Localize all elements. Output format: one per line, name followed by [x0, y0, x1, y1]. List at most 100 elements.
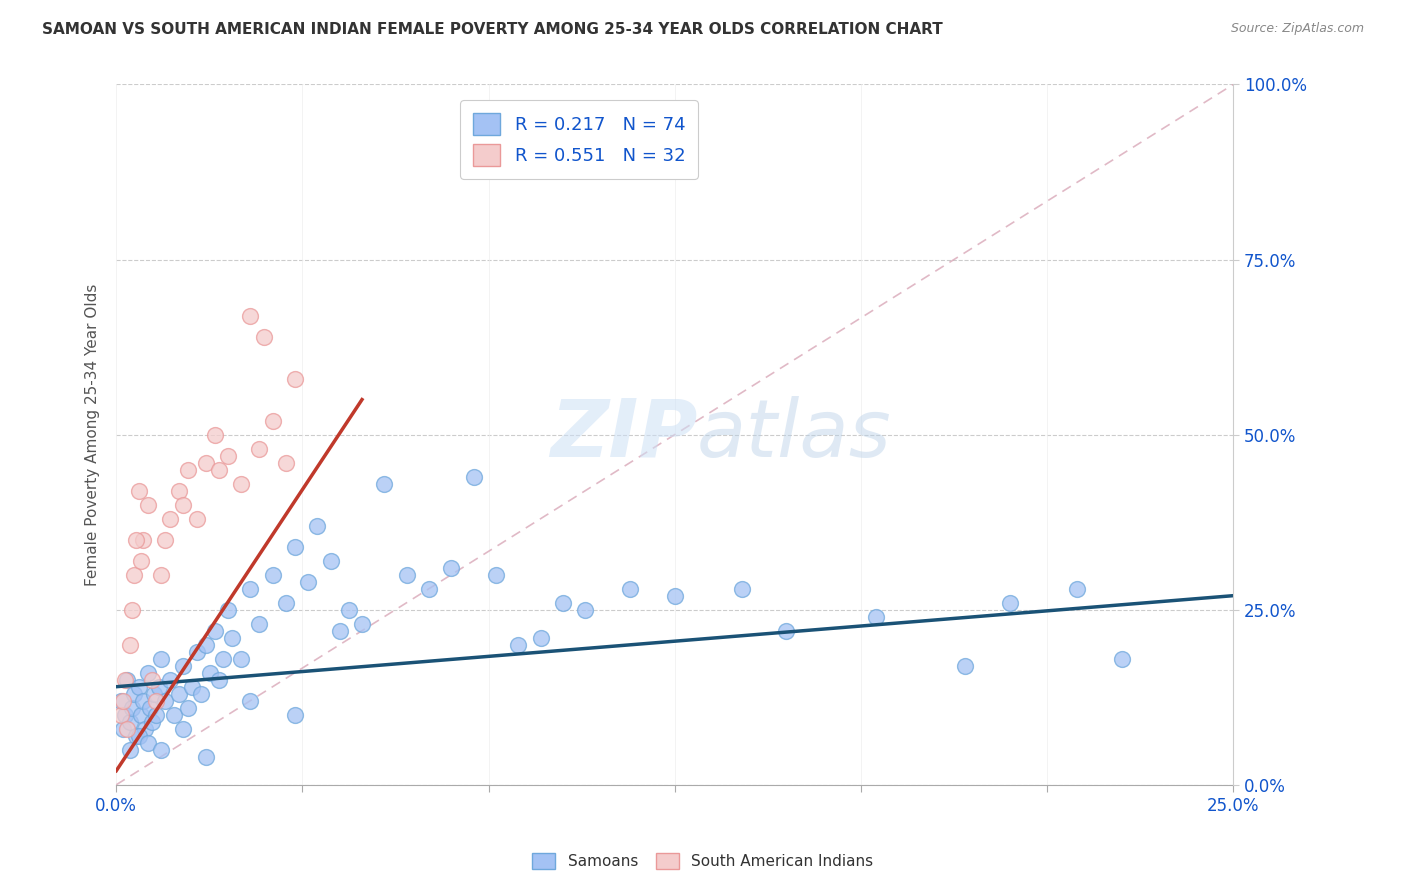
- Point: [284, 707, 307, 722]
- Point: [262, 567, 284, 582]
- Point: [551, 596, 574, 610]
- Point: [136, 736, 159, 750]
- Point: [125, 729, 148, 743]
- Point: [574, 602, 596, 616]
- Point: [239, 694, 262, 708]
- Point: [121, 602, 143, 616]
- Point: [167, 483, 190, 498]
- Point: [619, 582, 641, 596]
- Point: [463, 469, 485, 483]
- Point: [148, 680, 170, 694]
- Point: [141, 714, 163, 729]
- Point: [128, 483, 150, 498]
- Point: [329, 624, 352, 638]
- Point: [132, 694, 155, 708]
- Point: [775, 624, 797, 638]
- Point: [139, 700, 162, 714]
- Point: [998, 596, 1021, 610]
- Point: [221, 631, 243, 645]
- Point: [122, 687, 145, 701]
- Point: [110, 694, 132, 708]
- Point: [485, 567, 508, 582]
- Point: [337, 602, 360, 616]
- Point: [111, 722, 134, 736]
- Point: [530, 631, 553, 645]
- Point: [111, 694, 134, 708]
- Legend: Samoans, South American Indians: Samoans, South American Indians: [526, 847, 880, 875]
- Point: [194, 638, 217, 652]
- Point: [121, 700, 143, 714]
- Point: [159, 673, 181, 687]
- Point: [274, 456, 297, 470]
- Point: [118, 638, 141, 652]
- Point: [319, 554, 342, 568]
- Point: [167, 687, 190, 701]
- Point: [274, 596, 297, 610]
- Y-axis label: Female Poverty Among 25-34 Year Olds: Female Poverty Among 25-34 Year Olds: [86, 284, 100, 586]
- Point: [149, 743, 172, 757]
- Point: [307, 518, 329, 533]
- Point: [114, 673, 136, 687]
- Point: [155, 533, 177, 547]
- Point: [731, 582, 754, 596]
- Point: [247, 616, 270, 631]
- Point: [132, 533, 155, 547]
- Point: [145, 707, 167, 722]
- Point: [136, 498, 159, 512]
- Point: [163, 707, 186, 722]
- Point: [208, 673, 231, 687]
- Point: [953, 658, 976, 673]
- Point: [217, 449, 239, 463]
- Point: [134, 722, 156, 736]
- Point: [204, 427, 226, 442]
- Point: [110, 707, 132, 722]
- Point: [149, 651, 172, 665]
- Point: [253, 329, 276, 343]
- Point: [508, 638, 530, 652]
- Point: [231, 651, 253, 665]
- Point: [141, 673, 163, 687]
- Point: [177, 462, 200, 476]
- Point: [231, 476, 253, 491]
- Point: [186, 645, 208, 659]
- Point: [284, 371, 307, 385]
- Point: [217, 602, 239, 616]
- Point: [129, 707, 152, 722]
- Point: [247, 442, 270, 456]
- Point: [136, 665, 159, 680]
- Point: [664, 589, 686, 603]
- Point: [204, 624, 226, 638]
- Point: [149, 567, 172, 582]
- Point: [194, 456, 217, 470]
- Point: [172, 658, 194, 673]
- Point: [172, 498, 194, 512]
- Point: [129, 554, 152, 568]
- Point: [262, 414, 284, 428]
- Point: [208, 462, 231, 476]
- Point: [395, 567, 418, 582]
- Point: [128, 680, 150, 694]
- Point: [284, 540, 307, 554]
- Point: [177, 700, 200, 714]
- Legend: R = 0.217   N = 74, R = 0.551   N = 32: R = 0.217 N = 74, R = 0.551 N = 32: [460, 101, 697, 178]
- Point: [212, 651, 235, 665]
- Point: [190, 687, 212, 701]
- Point: [122, 567, 145, 582]
- Point: [155, 694, 177, 708]
- Point: [1066, 582, 1088, 596]
- Point: [198, 665, 221, 680]
- Point: [373, 476, 395, 491]
- Point: [350, 616, 373, 631]
- Point: [114, 707, 136, 722]
- Point: [194, 749, 217, 764]
- Point: [186, 511, 208, 525]
- Point: [239, 582, 262, 596]
- Text: atlas: atlas: [697, 395, 891, 474]
- Point: [145, 694, 167, 708]
- Text: Source: ZipAtlas.com: Source: ZipAtlas.com: [1230, 22, 1364, 36]
- Point: [143, 687, 166, 701]
- Point: [181, 680, 204, 694]
- Point: [128, 729, 150, 743]
- Point: [1111, 651, 1133, 665]
- Point: [297, 574, 319, 589]
